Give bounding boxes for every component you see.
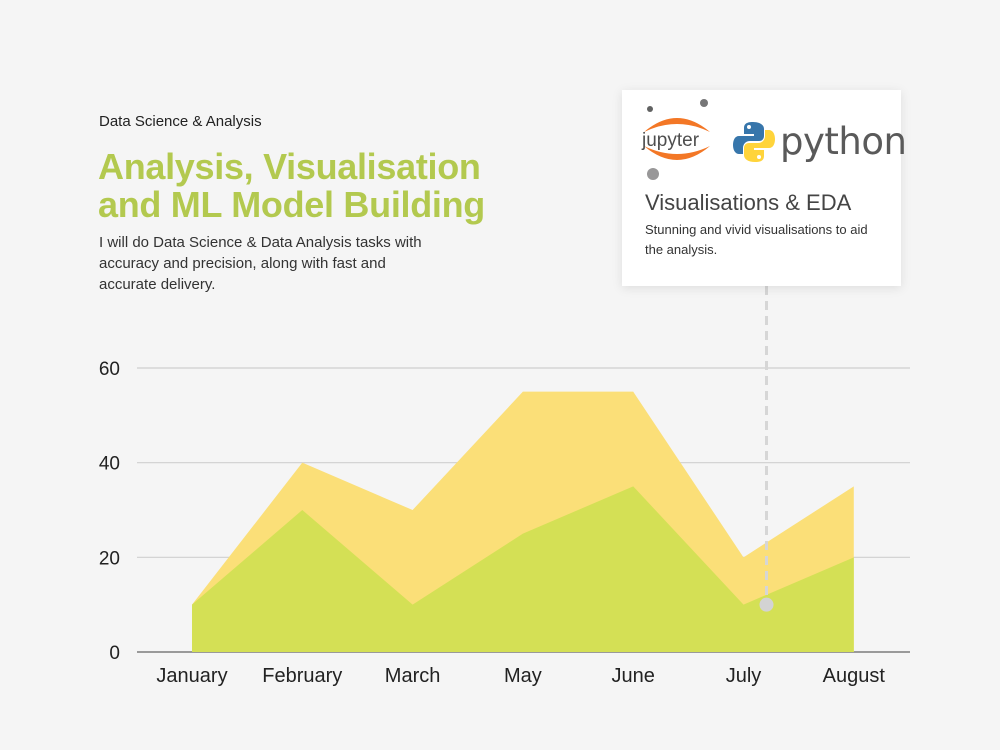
card-title: Visualisations & EDA [645,190,852,215]
x-tick-label: March [385,665,441,687]
python-icon [733,122,775,162]
callout-point [759,597,774,612]
jupyter-logo: jupyter [640,98,720,183]
x-axis-ticks: January February March May June July August [156,665,885,687]
callout-connector [759,286,774,612]
x-tick-label: February [262,665,342,687]
y-tick-label: 20 [99,548,120,569]
chart-areas [192,391,854,652]
python-logo [730,118,778,166]
y-tick-label: 40 [99,454,120,475]
page-title: Analysis, Visualisation and ML Model Bui… [98,148,485,224]
description-text: I will do Data Science & Data Analysis t… [99,234,422,293]
y-tick-label: 60 [99,359,120,380]
y-axis-ticks: 0 20 40 60 [99,359,120,664]
jupyter-icon [644,99,710,180]
x-tick-label: May [504,665,542,687]
python-label: python [780,120,907,163]
x-tick-label: August [823,665,886,687]
x-tick-label: January [156,665,227,687]
jupyter-label: jupyter [642,130,700,151]
x-tick-label: July [726,665,762,687]
eyebrow-label: Data Science & Analysis [99,113,262,130]
area-series-2 [192,486,854,652]
y-tick-label: 0 [109,643,120,664]
x-tick-label: June [612,665,655,687]
title-line-2: and ML Model Building [98,184,485,225]
title-line-1: Analysis, Visualisation [98,146,481,187]
card-text: Stunning and vivid visualisations to aid… [645,222,868,257]
logo-row: jupyter python [640,98,907,183]
info-card: jupyter python Visualisations & EDA Stun… [622,90,907,286]
